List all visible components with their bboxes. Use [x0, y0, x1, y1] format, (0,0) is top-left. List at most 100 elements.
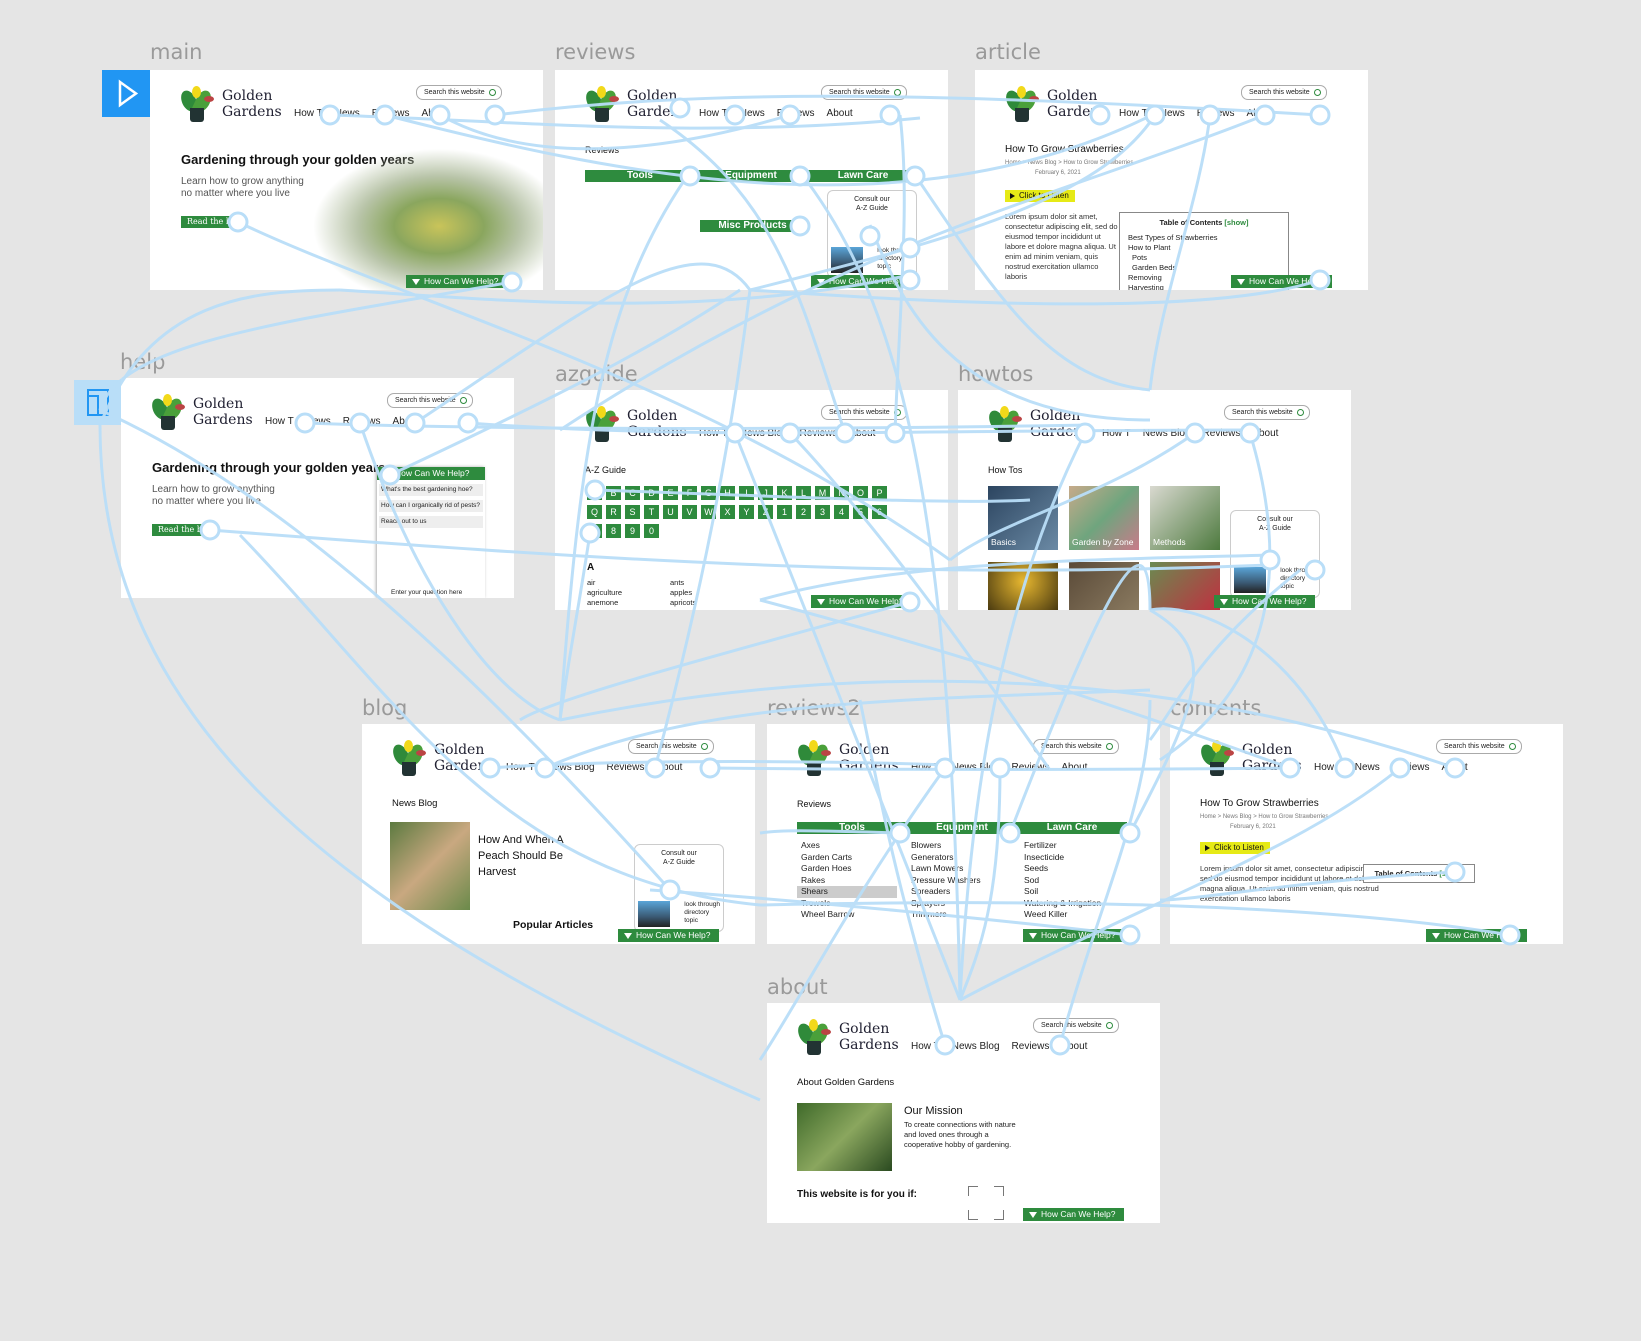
breadcrumb[interactable]: Home > News Blog > How to Grow Strawberr…	[1200, 814, 1329, 820]
nav-reviews[interactable]: Reviews	[1011, 1041, 1050, 1052]
letter-button[interactable]: 5	[853, 505, 868, 519]
topic-link[interactable]: anemone	[587, 598, 619, 607]
letter-button[interactable]: S	[625, 505, 640, 519]
letter-button[interactable]: H	[720, 486, 735, 500]
frame-help[interactable]: Golden Gardens Search this website How T N…	[121, 378, 514, 598]
az-guide-card[interactable]: Consult our A-Z Guide look through director…	[1230, 510, 1320, 598]
toc-show-link[interactable]: [show]	[1224, 218, 1249, 227]
letter-button[interactable]: Y	[739, 505, 754, 519]
listen-button[interactable]: Click to Listen	[1005, 190, 1075, 202]
nav-news[interactable]: News	[1159, 108, 1185, 119]
search-input[interactable]: Search this website	[1224, 405, 1310, 420]
nav-news[interactable]: News	[739, 108, 765, 119]
topic-link[interactable]: apricots	[670, 598, 697, 607]
nav-howto[interactable]: How T	[911, 1041, 940, 1052]
frame-article[interactable]: Golden Gardens Search this website How T N…	[975, 70, 1368, 290]
nav-about[interactable]: About	[1252, 428, 1279, 439]
search-input[interactable]: Search this website	[628, 739, 714, 754]
nav-news[interactable]: News	[305, 416, 331, 427]
expand-icon[interactable]	[968, 1186, 1004, 1220]
list-item[interactable]: Sprayers	[911, 897, 946, 908]
nav-about[interactable]: About	[1061, 1041, 1088, 1052]
list-item[interactable]: Trimmers	[911, 909, 947, 919]
letter-button[interactable]: 3	[815, 505, 830, 519]
nav-howto[interactable]: How T	[699, 428, 728, 439]
list-item[interactable]: Spreaders	[911, 886, 951, 896]
help-button[interactable]: How Can We Help?	[618, 929, 719, 942]
list-item[interactable]: Lawn Mowers	[911, 863, 964, 873]
letter-button[interactable]: 8	[606, 524, 621, 538]
letter-button[interactable]: Q	[587, 505, 602, 519]
search-input[interactable]: Search this website	[387, 393, 473, 408]
letter-button[interactable]: 9	[625, 524, 640, 538]
help-panel[interactable]: How Can We Help? What's the best gardeni…	[377, 467, 485, 598]
tile-methods[interactable]: Methods	[1150, 486, 1220, 550]
letter-button[interactable]: T	[644, 505, 659, 519]
search-input[interactable]: Search this website	[1436, 739, 1522, 754]
faq-item[interactable]: What's the best gardening hoe?	[379, 484, 483, 496]
nav-about[interactable]: About	[1061, 762, 1088, 773]
list-item[interactable]: Trowels	[801, 897, 831, 908]
letter-button[interactable]: 0	[644, 524, 659, 538]
logo[interactable]: Golden Gardens	[795, 740, 927, 780]
help-panel-header[interactable]: How Can We Help?	[377, 467, 485, 480]
list-item[interactable]: Garden Carts	[801, 851, 853, 862]
nav-howto[interactable]: How T	[699, 108, 728, 119]
nav-reviews[interactable]: Reviews	[342, 416, 381, 427]
breadcrumb[interactable]: Home > News Blog > How to Grow Strawberr…	[1005, 160, 1134, 166]
letter-button[interactable]: Z	[758, 505, 773, 519]
nav-newsblog[interactable]: News Blog	[546, 762, 595, 773]
help-button[interactable]: How Can We Help?	[1426, 929, 1527, 942]
nav-newsblog[interactable]: News Blog	[739, 428, 788, 439]
help-button[interactable]: How Can We Help?	[811, 275, 912, 288]
nav-about[interactable]: About	[849, 428, 876, 439]
help-button[interactable]: How Can We Help?	[1023, 929, 1124, 942]
frame-howtos[interactable]: Golden Gardens Search this website How T N…	[958, 390, 1351, 610]
nav-reviews[interactable]: Reviews	[1196, 108, 1235, 119]
nav-reviews[interactable]: Reviews	[606, 762, 645, 773]
list-item[interactable]: Watering & Irrigation	[1024, 897, 1102, 908]
nav-howto[interactable]: How T	[1102, 428, 1131, 439]
help-button[interactable]: How Can We Help?	[1214, 595, 1315, 608]
toc-show-link[interactable]: [show]	[1439, 869, 1464, 878]
letter-button[interactable]: J	[758, 486, 773, 500]
table-of-contents-collapsed[interactable]: Table of Contents [show]	[1363, 864, 1475, 883]
nav-newsblog[interactable]: News Blog	[951, 1041, 1000, 1052]
tile-image[interactable]	[1150, 562, 1220, 610]
listen-button[interactable]: Click to Listen	[1200, 842, 1270, 854]
nav-howto[interactable]: How T	[1314, 762, 1343, 773]
tile-basics[interactable]: Basics	[988, 486, 1058, 550]
help-button[interactable]: How Can We Help?	[1231, 275, 1332, 288]
read-blog-button[interactable]: Read the bl	[181, 216, 240, 228]
logo[interactable]: Golden Gardens	[795, 1019, 927, 1059]
faq-item[interactable]: Reach out to us	[379, 516, 483, 528]
letter-button[interactable]: X	[720, 505, 735, 519]
nav-about[interactable]: About	[421, 108, 448, 119]
az-guide-card[interactable]: Consult our A-Z Guide look through director…	[634, 844, 724, 932]
letter-button[interactable]: F	[682, 486, 697, 500]
letter-button[interactable]: 4	[834, 505, 849, 519]
frame-about[interactable]: Golden Gardens Search this website How T N…	[767, 1003, 1160, 1223]
letter-button[interactable]: G	[701, 486, 716, 500]
nav-howto[interactable]: How T	[506, 762, 535, 773]
letter-button[interactable]: D	[644, 486, 659, 500]
letter-button[interactable]: A	[587, 486, 602, 500]
letter-button[interactable]: M	[815, 486, 830, 500]
list-item-selected[interactable]: Shears	[797, 886, 897, 898]
device-preview-button[interactable]	[74, 380, 122, 425]
post-photo[interactable]	[390, 822, 470, 910]
tab-equipment[interactable]: Equipment	[695, 170, 807, 182]
nav-news[interactable]: News	[1354, 762, 1380, 773]
tile-image[interactable]	[988, 562, 1058, 610]
letter-button[interactable]: R	[606, 505, 621, 519]
nav-howto[interactable]: How T	[911, 762, 940, 773]
topic-link[interactable]: apples	[670, 588, 693, 597]
nav-about[interactable]: About	[392, 416, 419, 427]
letter-button[interactable]: V	[682, 505, 697, 519]
logo[interactable]: Golden Gardens	[1003, 86, 1135, 126]
search-input[interactable]: Search this website	[1033, 739, 1119, 754]
nav-about[interactable]: About	[656, 762, 683, 773]
letter-button[interactable]: U	[663, 505, 678, 519]
nav-howto[interactable]: How T	[294, 108, 323, 119]
letter-button[interactable]: W	[701, 505, 716, 519]
